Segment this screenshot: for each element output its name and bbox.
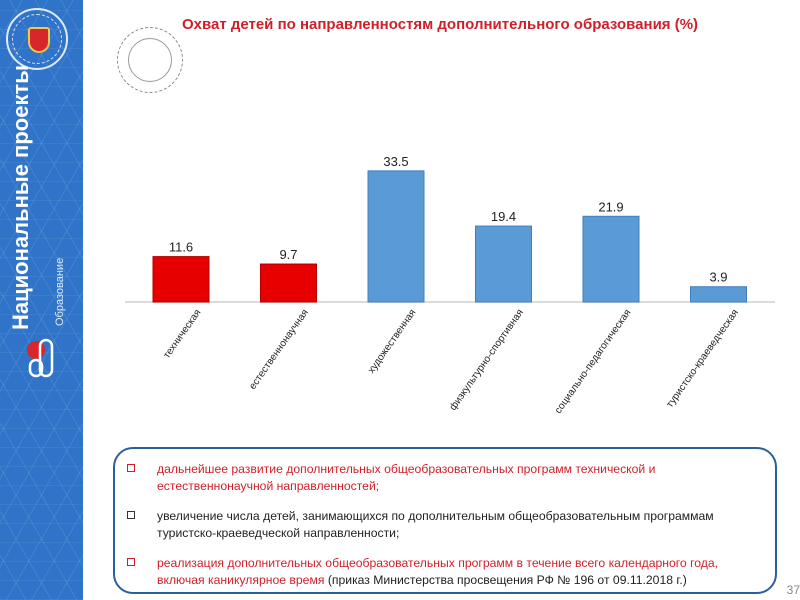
bar-1: [152, 256, 210, 303]
data-label-3: 33.5: [383, 154, 408, 169]
checkbox-bullet-icon: [127, 558, 135, 566]
category-label-2: естественнонаучная: [247, 307, 311, 391]
conclusion-text-3-reference: (приказ Министерства просвещения РФ № 19…: [324, 572, 687, 587]
data-label-5: 21.9: [598, 199, 623, 214]
national-projects-subtitle: Образование: [54, 257, 66, 326]
conclusions-box: дальнейшее развитие дополнительных общео…: [113, 447, 777, 594]
checkbox-bullet-icon: [127, 464, 135, 472]
conclusion-item-1: дальнейшее развитие дополнительных общео…: [127, 461, 767, 494]
category-label-6: туристско-краеведческая: [665, 307, 741, 409]
conclusion-item-3: реализация дополнительных общеобразовате…: [127, 555, 767, 588]
data-label-1: 11.6: [169, 240, 193, 255]
emblem-ring: [12, 14, 62, 64]
region-emblem-logo: [6, 8, 68, 70]
bar-2: [260, 263, 317, 303]
conclusion-text-3-main: реализация дополнительных общеобразовате…: [157, 556, 719, 587]
bar-4: [475, 225, 532, 303]
page-number: 37: [786, 583, 800, 597]
sidebar: Национальные проекты Образование: [0, 0, 83, 600]
national-projects-logo-icon: [27, 338, 54, 378]
stamp-inner-ring: [128, 38, 172, 82]
conclusion-item-2: увеличение числа детей, занимающихся по …: [127, 508, 767, 541]
category-label-3: художественная: [366, 307, 418, 375]
category-label-4: физкультурно-спортивная: [447, 307, 526, 413]
data-label-4: 19.4: [491, 209, 516, 224]
bar-6: [690, 286, 747, 303]
conclusion-text-2: увеличение числа детей, занимающихся по …: [157, 509, 714, 540]
category-label-5: социально-педагогическая: [553, 307, 634, 415]
data-label-2: 9.7: [279, 247, 297, 262]
coat-of-arms-icon: [28, 27, 50, 53]
bar-3: [367, 170, 425, 303]
national-projects-title: Национальные проекты: [8, 64, 33, 330]
category-label-1: техническая: [162, 307, 204, 360]
page-title: Охват детей по направленностям дополните…: [181, 16, 699, 33]
bar-5: [582, 215, 640, 303]
conclusion-text-1: дальнейшее развитие дополнительных общео…: [157, 462, 656, 493]
data-label-6: 3.9: [709, 270, 727, 285]
coverage-bar-chart: 11.6 9.7 33.5 19.4 21.9 3.9 техническая естест…: [125, 154, 775, 416]
organization-stamp-logo: [117, 27, 183, 93]
checkbox-bullet-icon: [127, 511, 135, 519]
